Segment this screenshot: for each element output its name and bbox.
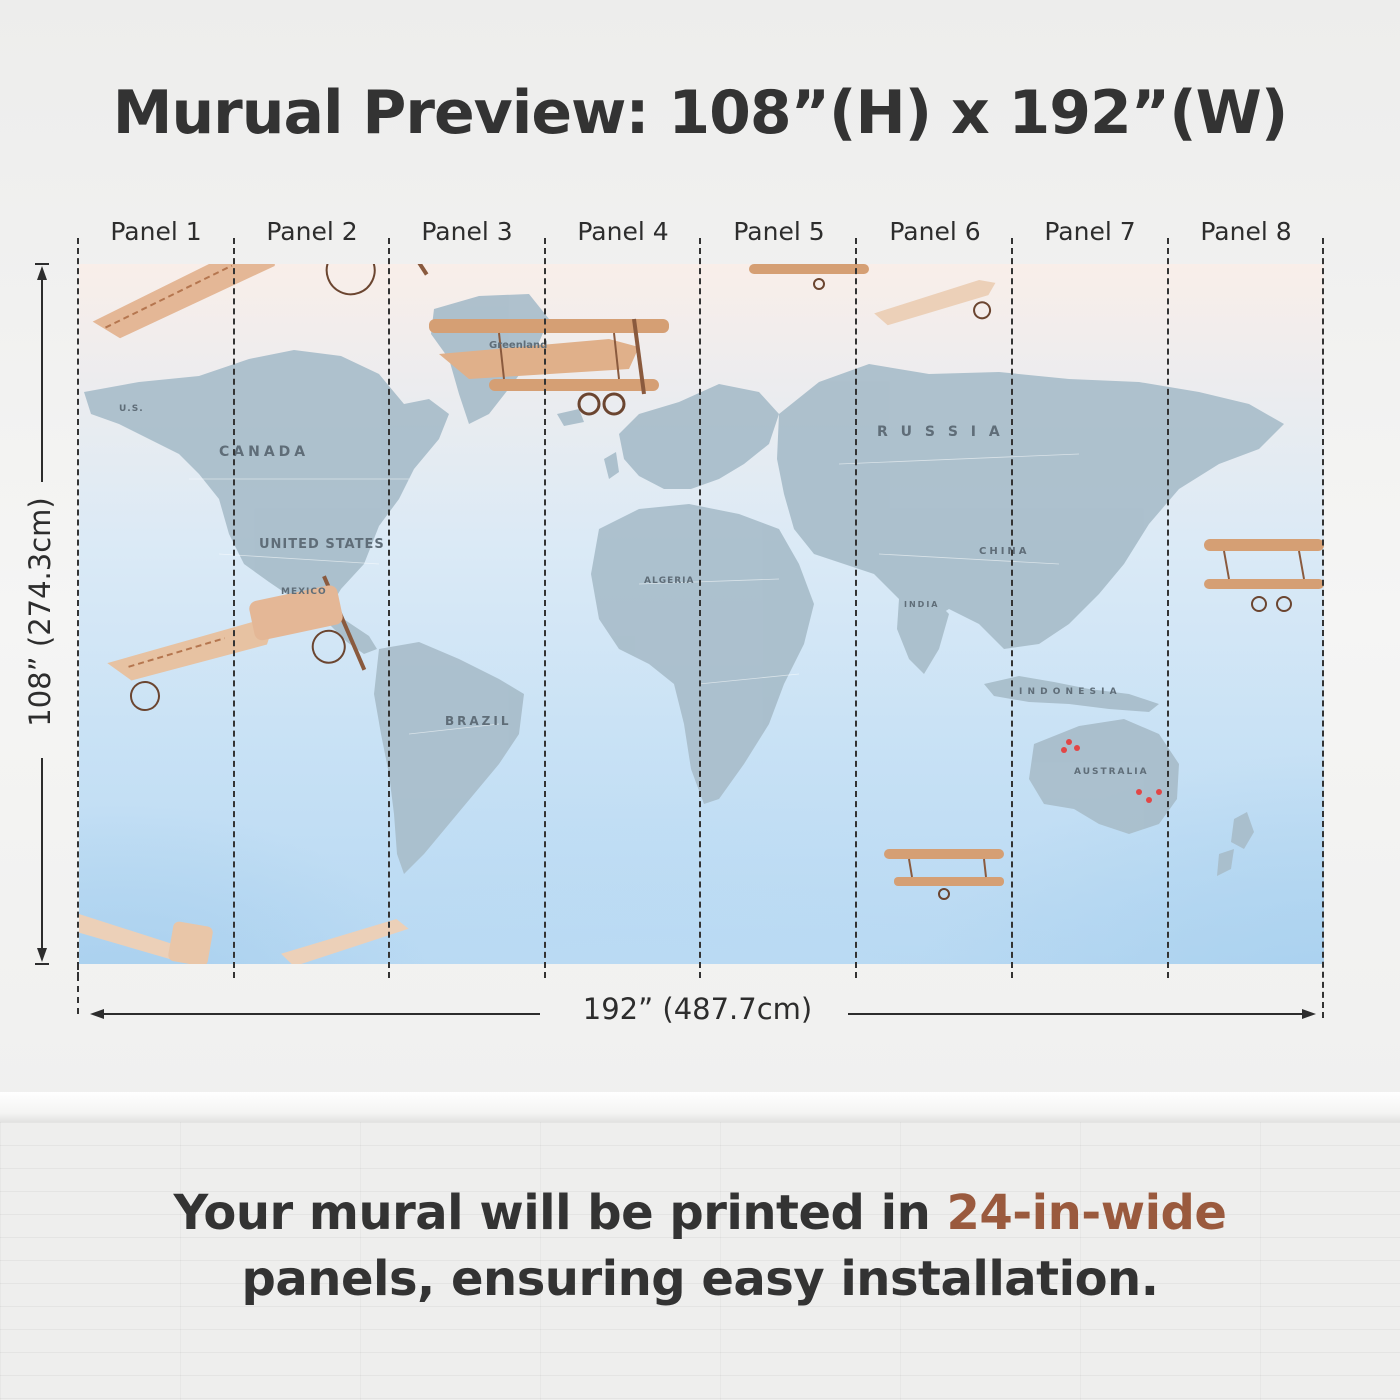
panel-divider <box>1167 238 1169 978</box>
map-label-brazil: BRAZIL <box>445 714 512 728</box>
panel-label-2: Panel 2 <box>266 217 358 246</box>
panel-divider <box>1011 238 1013 978</box>
biplane-illustration-2 <box>107 575 367 712</box>
location-markers <box>1061 739 1162 803</box>
panel-label-7: Panel 7 <box>1044 217 1136 246</box>
panel-divider <box>77 238 79 978</box>
wood-floor <box>0 1122 1400 1400</box>
biplane-illustration-1 <box>429 318 669 416</box>
map-label-australia: AUSTRALIA <box>1074 767 1149 777</box>
map-label-china: CHINA <box>979 546 1030 557</box>
panel-divider <box>544 238 546 978</box>
page-title: Murual Preview: 108”(H) x 192”(W) <box>112 78 1289 148</box>
panel-label-4: Panel 4 <box>577 217 669 246</box>
footer-line-1-text: Your mural will be printed in <box>173 1185 947 1241</box>
map-label-canada: CANADA <box>219 444 310 460</box>
biplane-illustration-5 <box>884 849 1004 900</box>
map-label-greenland: Greenland <box>489 340 548 351</box>
panel-label-5: Panel 5 <box>733 217 825 246</box>
map-label-russia: R U S S I A <box>877 424 1004 440</box>
width-dimension-label: 192” (487.7cm) <box>582 992 813 1026</box>
biplane-illustration-4 <box>1204 539 1324 612</box>
panel-label-1: Panel 1 <box>110 217 202 246</box>
footer-line-1: Your mural will be printed in 24-in-wide <box>0 1180 1400 1246</box>
map-label-algeria: ALGERIA <box>644 576 695 586</box>
world-map-mural: CANADA UNITED STATES MEXICO U.S. BRAZIL … <box>79 264 1324 964</box>
footer-line-2: panels, ensuring easy installation. <box>241 1251 1159 1307</box>
footer-accent-text: 24-in-wide <box>946 1185 1227 1241</box>
baseboard <box>0 1092 1400 1123</box>
biplane-illustration-8 <box>79 914 213 964</box>
biplane-illustration-7 <box>749 264 869 290</box>
panel-label-3: Panel 3 <box>421 217 513 246</box>
map-label-us: U.S. <box>119 404 144 414</box>
world-map-art <box>79 264 1324 964</box>
map-label-united-states: UNITED STATES <box>259 537 385 552</box>
biplane-illustration-9 <box>281 919 409 964</box>
map-label-indonesia: I N D O N E S I A <box>1019 687 1118 697</box>
height-dimension-label: 108” (274.3cm) <box>23 497 57 727</box>
panel-divider <box>233 238 235 978</box>
panel-divider <box>855 238 857 978</box>
panel-divider <box>699 238 701 978</box>
map-label-mexico: MEXICO <box>281 587 327 597</box>
panel-label-8: Panel 8 <box>1200 217 1292 246</box>
map-label-india: INDIA <box>904 600 940 609</box>
border-lines <box>189 453 1080 735</box>
panel-divider <box>77 964 79 1014</box>
panel-divider <box>1322 238 1324 1018</box>
biplane-illustration-3 <box>92 264 429 339</box>
biplane-illustration-6 <box>874 280 996 326</box>
footer-message: Your mural will be printed in 24-in-wide… <box>0 1180 1400 1312</box>
panel-divider <box>388 238 390 978</box>
panel-label-6: Panel 6 <box>889 217 981 246</box>
